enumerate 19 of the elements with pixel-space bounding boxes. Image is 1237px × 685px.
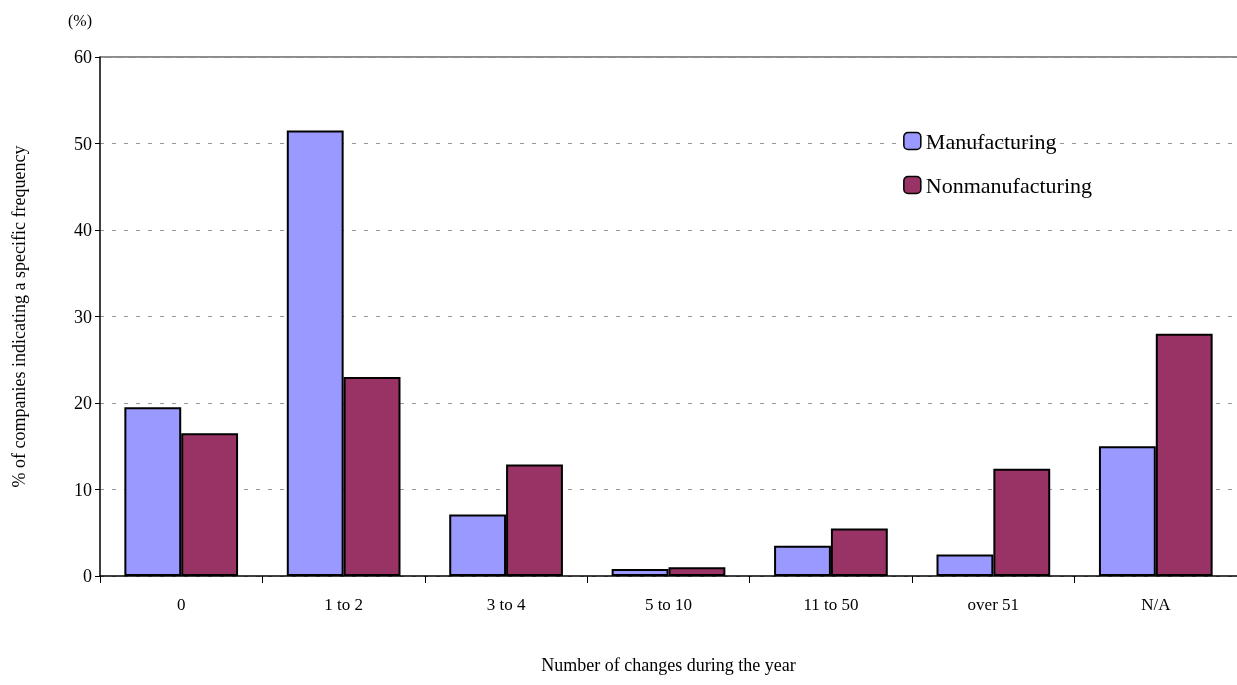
y-tick-label: 20 (74, 393, 92, 413)
y-tick-label: 0 (83, 566, 92, 586)
y-tick-label: 60 (74, 47, 92, 67)
text: (%) (68, 11, 92, 30)
x-tick-label: 0 (176, 595, 186, 614)
y-tick-label: 10 (74, 479, 92, 500)
y-tick-label: 40 (74, 220, 92, 240)
x-tick-label: over 51 (967, 595, 1020, 614)
x-tick-label: N/A (1141, 595, 1172, 614)
x-tick-label: 5 to 10 (644, 595, 693, 614)
legend-label: Manufacturing (925, 128, 1057, 154)
y-tick-label: 50 (74, 133, 92, 154)
x-tick-label: 11 to 50 (803, 595, 859, 614)
y-tick-label: 30 (74, 306, 92, 327)
legend-label: Nonmanufacturing (925, 172, 1092, 198)
x-axis-title: Number of changes during the year (541, 655, 796, 675)
x-tick-label: 3 to 4 (486, 595, 526, 614)
y-axis-title: % of companies indicating a specific frequency (9, 145, 29, 488)
x-tick-label: 1 to 2 (324, 595, 364, 614)
